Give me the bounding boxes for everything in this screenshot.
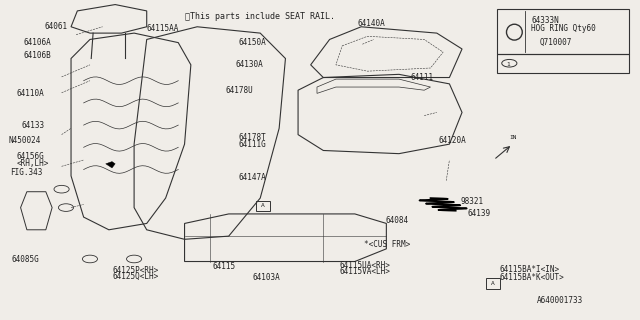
Text: 64125P<RH>: 64125P<RH> [112, 266, 158, 275]
Text: 64140A: 64140A [358, 19, 386, 28]
Text: 64061: 64061 [45, 22, 68, 31]
Text: 64103A: 64103A [253, 273, 280, 282]
Text: 64106B: 64106B [23, 51, 51, 60]
Text: 64120A: 64120A [438, 136, 466, 146]
Text: 64178T: 64178T [238, 133, 266, 142]
Text: 64115BA*K<OUT>: 64115BA*K<OUT> [500, 273, 564, 282]
Text: 64111G: 64111G [238, 140, 266, 149]
Text: 64115UA<RH>: 64115UA<RH> [339, 261, 390, 270]
Text: IN: IN [509, 135, 517, 140]
Text: FIG.343: FIG.343 [10, 168, 43, 177]
Text: A: A [491, 281, 495, 286]
Text: 64178U: 64178U [225, 86, 253, 95]
Text: 64139: 64139 [467, 209, 490, 219]
Text: 64085G: 64085G [12, 255, 40, 264]
Text: HOG RING Qty60: HOG RING Qty60 [531, 24, 596, 33]
Text: 64156G: 64156G [17, 152, 45, 161]
Text: 64133: 64133 [21, 121, 45, 130]
Text: 64111: 64111 [410, 73, 433, 82]
Text: <RH,LH>: <RH,LH> [17, 159, 49, 168]
Text: 98321: 98321 [461, 197, 484, 206]
Text: 64115AA: 64115AA [147, 24, 179, 33]
Text: ※This parts include SEAT RAIL.: ※This parts include SEAT RAIL. [184, 12, 335, 21]
Text: 64106A: 64106A [23, 38, 51, 47]
Text: A: A [261, 204, 264, 209]
Text: 64333N: 64333N [531, 16, 559, 25]
Text: 64115VA<LH>: 64115VA<LH> [339, 267, 390, 276]
Text: 1: 1 [506, 62, 510, 67]
Polygon shape [106, 162, 115, 168]
Text: 64084: 64084 [385, 216, 408, 225]
Text: A640001733: A640001733 [536, 296, 582, 305]
Text: N450024: N450024 [8, 136, 41, 146]
Text: 64125Q<LH>: 64125Q<LH> [112, 272, 158, 281]
Text: *<CUS FRM>: *<CUS FRM> [364, 240, 410, 249]
Text: 64115: 64115 [213, 262, 236, 271]
Text: Q710007: Q710007 [540, 38, 572, 47]
Text: 64147A: 64147A [238, 173, 266, 182]
Text: 64110A: 64110A [17, 89, 45, 98]
Text: 64130A: 64130A [235, 60, 263, 69]
Text: 64150A: 64150A [238, 38, 266, 47]
Text: 64115BA*I<IN>: 64115BA*I<IN> [500, 265, 560, 274]
